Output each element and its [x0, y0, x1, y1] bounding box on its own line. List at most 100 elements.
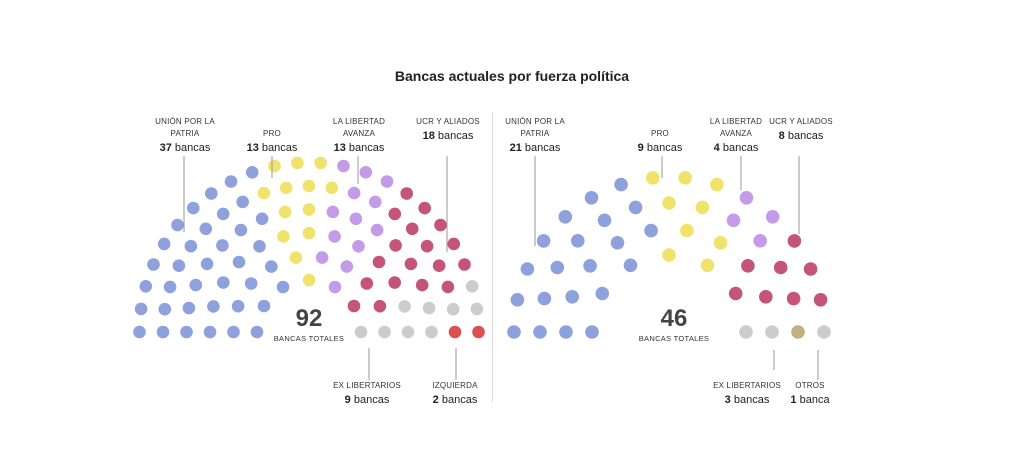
label-name: PRO: [263, 129, 281, 138]
seat-pro: [695, 200, 710, 215]
seat-pro: [302, 203, 316, 216]
seat-pro: [646, 171, 660, 185]
seat-ucr-y-aliados: [787, 234, 802, 248]
total-caption: BANCAS TOTALES: [638, 334, 710, 343]
seat-ex-libertarios: [422, 301, 436, 315]
label-name: EX LIBERTARIOS: [333, 381, 401, 390]
label-count: 8: [778, 130, 785, 142]
seat-ucr-y-aliados: [447, 237, 461, 251]
seat-pro: [289, 251, 303, 264]
seat-la-libertad-avanza: [328, 230, 341, 243]
label-left-union-por-la-patria: UNIÓN POR LA PATRIA 37 bancas: [140, 116, 230, 155]
seat-unión-por-la-patria: [207, 300, 220, 313]
seat-ex-libertarios: [354, 325, 368, 339]
label-count: 3: [724, 394, 731, 406]
seat-pro: [700, 258, 715, 273]
seat-ucr-y-aliados: [441, 280, 455, 294]
label-name: LA LIBERTAD AVANZA: [709, 117, 763, 138]
label-count: 9: [344, 394, 351, 406]
seat-unión-por-la-patria: [189, 278, 203, 292]
seat-ex-libertarios: [378, 325, 391, 339]
seat-la-libertad-avanza: [337, 159, 350, 173]
label-name: PRO: [651, 129, 669, 138]
seat-unión-por-la-patria: [583, 259, 597, 273]
seat-ex-libertarios: [401, 325, 415, 339]
label-unit: bancas: [733, 394, 770, 406]
seat-unión-por-la-patria: [227, 325, 240, 339]
seat-unión-por-la-patria: [565, 290, 579, 304]
seat-la-libertad-avanza: [739, 191, 754, 205]
label-count: 4: [713, 142, 720, 154]
label-count: 13: [246, 142, 259, 154]
seat-la-libertad-avanza: [315, 251, 329, 264]
seat-unión-por-la-patria: [156, 325, 170, 339]
seat-ucr-y-aliados: [388, 207, 402, 221]
seat-la-libertad-avanza: [352, 240, 365, 253]
seat-la-libertad-avanza: [326, 205, 340, 219]
label-name: UCR Y ALIADOS: [769, 117, 833, 126]
seat-unión-por-la-patria: [163, 280, 177, 294]
seat-pro: [257, 186, 271, 200]
seat-unión-por-la-patria: [200, 257, 214, 271]
seat-unión-por-la-patria: [585, 325, 599, 339]
seat-pro: [662, 248, 676, 262]
seat-unión-por-la-patria: [584, 191, 599, 205]
label-unit: bancas: [261, 142, 298, 154]
seat-unión-por-la-patria: [244, 277, 258, 290]
seat-unión-por-la-patria: [147, 258, 160, 271]
seat-la-libertad-avanza: [726, 213, 741, 228]
seat-otros: [791, 325, 805, 339]
label-count: 13: [333, 142, 346, 154]
total-caption: BANCAS TOTALES: [273, 334, 345, 343]
label-name: UNIÓN POR LA PATRIA: [155, 117, 215, 138]
seat-ucr-y-aliados: [786, 291, 801, 306]
seat-ucr-y-aliados: [741, 259, 755, 273]
seat-pro: [314, 156, 327, 170]
seat-la-libertad-avanza: [340, 260, 354, 273]
seat-pro: [710, 177, 724, 192]
seat-unión-por-la-patria: [610, 236, 625, 250]
label-name: LA LIBERTAD AVANZA: [332, 117, 386, 138]
seat-la-libertad-avanza: [380, 175, 394, 188]
label-left-izquierda: IZQUIERDA 2 bancas: [420, 380, 490, 407]
seat-ucr-y-aliados: [432, 259, 446, 273]
seat-ucr-y-aliados: [728, 286, 743, 301]
seat-izquierda: [472, 325, 485, 339]
label-name: OTROS: [795, 381, 825, 390]
label-unit: bancas: [441, 394, 478, 406]
seat-la-libertad-avanza: [359, 166, 373, 179]
seat-unión-por-la-patria: [276, 280, 290, 294]
seat-ex-libertarios: [398, 300, 411, 313]
label-unit: bancas: [174, 142, 211, 154]
label-count: 37: [159, 142, 172, 154]
seat-ex-libertarios: [765, 325, 779, 339]
seat-unión-por-la-patria: [199, 222, 213, 236]
seat-ucr-y-aliados: [347, 299, 361, 313]
label-right-pro: PRO 9 bancas: [620, 128, 700, 155]
seat-unión-por-la-patria: [520, 262, 535, 276]
seat-unión-por-la-patria: [265, 260, 278, 273]
seat-ucr-y-aliados: [373, 299, 387, 313]
seat-ucr-y-aliados: [418, 201, 432, 215]
label-count: 18: [422, 130, 435, 142]
seat-la-libertad-avanza: [370, 223, 384, 237]
seat-unión-por-la-patria: [644, 223, 658, 238]
seat-unión-por-la-patria: [253, 240, 266, 253]
seat-pro: [291, 156, 304, 170]
seat-unión-por-la-patria: [559, 325, 573, 339]
label-unit: bancas: [722, 142, 759, 154]
label-unit: banca: [799, 394, 830, 406]
seat-unión-por-la-patria: [507, 325, 521, 339]
seat-ucr-y-aliados: [759, 290, 773, 304]
seat-unión-por-la-patria: [628, 200, 643, 215]
label-unit: bancas: [787, 130, 824, 142]
seat-pro: [680, 223, 694, 238]
label-count: 1: [790, 394, 797, 406]
label-right-ex-libertarios: EX LIBERTARIOS 3 bancas: [702, 380, 792, 407]
seat-la-libertad-avanza: [369, 195, 382, 209]
label-unit: bancas: [348, 142, 385, 154]
seat-izquierda: [448, 325, 462, 339]
seat-ucr-y-aliados: [434, 218, 447, 232]
seat-ex-libertarios: [739, 325, 753, 339]
seat-unión-por-la-patria: [533, 325, 547, 339]
